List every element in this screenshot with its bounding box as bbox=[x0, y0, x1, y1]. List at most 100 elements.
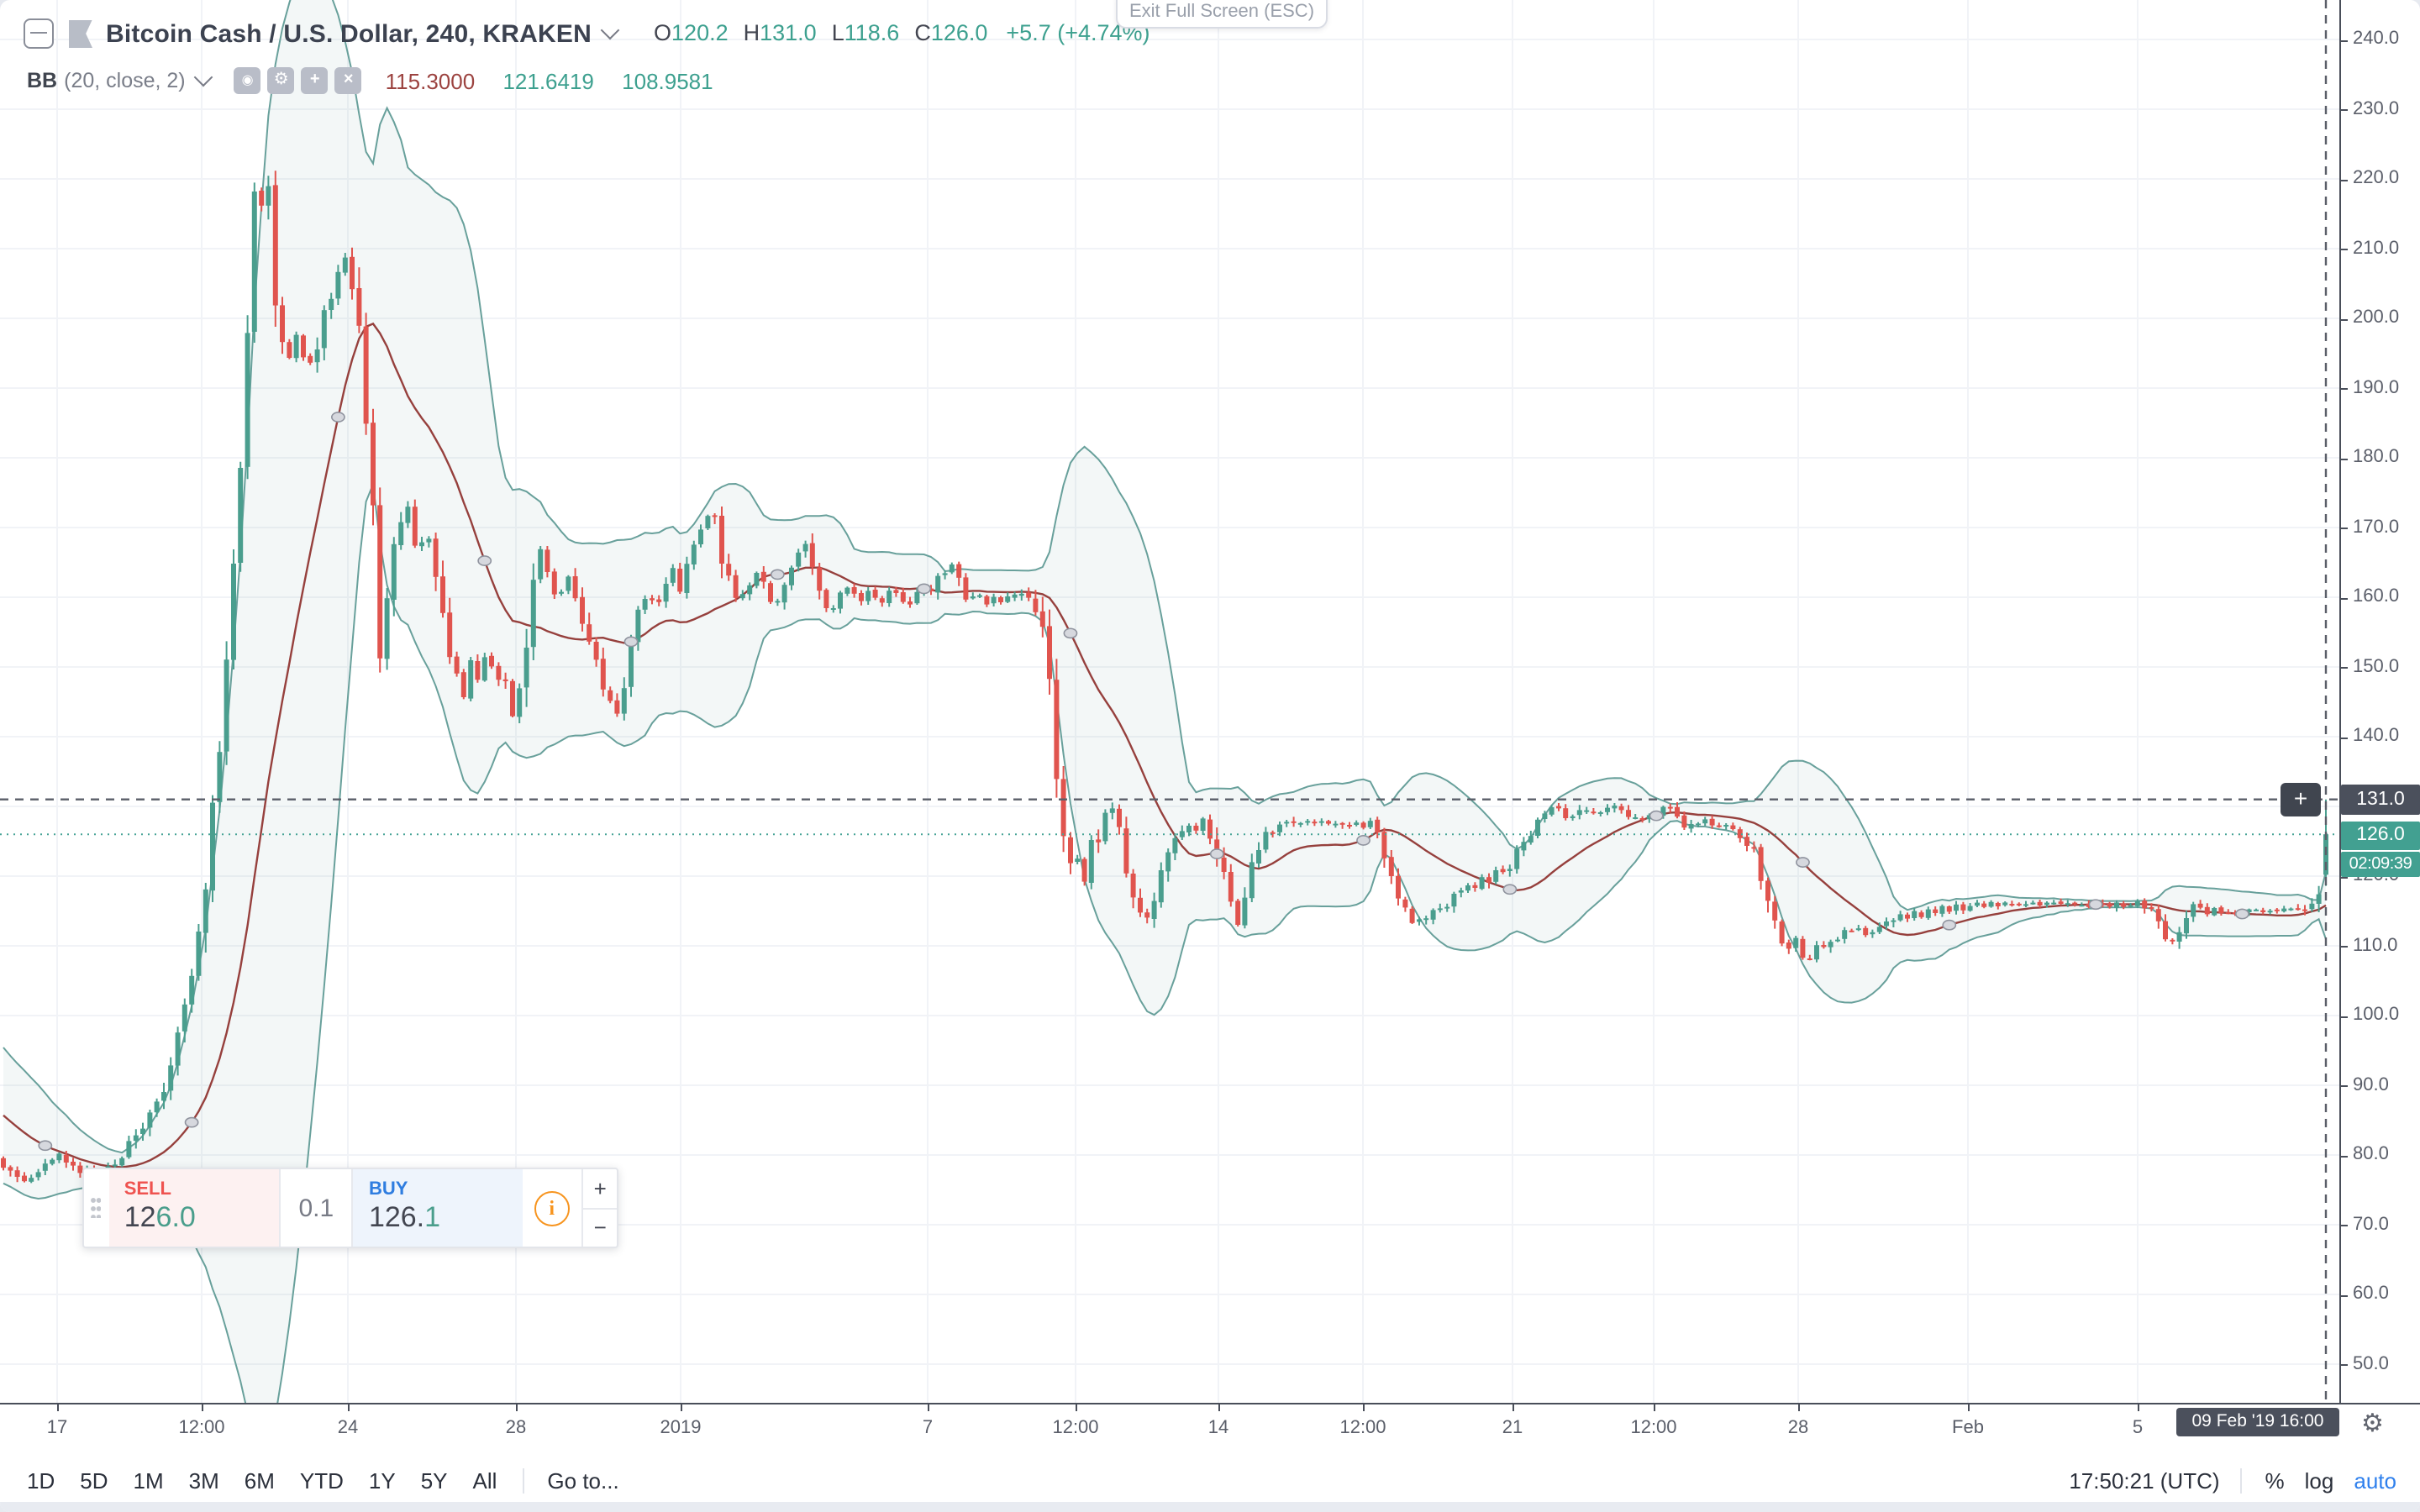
bollinger-band bbox=[3, 0, 2327, 1403]
time-tick-mark bbox=[681, 1404, 682, 1411]
price-tick-label: 160.0 bbox=[2353, 586, 2400, 606]
window-footer-strip bbox=[0, 1502, 2420, 1512]
time-tick-label: 21 bbox=[1502, 1418, 1523, 1438]
flag-symbol-icon[interactable] bbox=[69, 19, 92, 48]
time-tick-label: 5 bbox=[2132, 1418, 2144, 1438]
visibility-icon[interactable]: ◉ bbox=[234, 67, 261, 94]
auto-scale-button[interactable]: auto bbox=[2354, 1467, 2396, 1493]
time-tick-mark bbox=[2138, 1404, 2139, 1411]
quantity-decrease-button[interactable]: − bbox=[593, 1215, 607, 1241]
price-tick-mark bbox=[2341, 597, 2348, 599]
collapse-panel-icon[interactable] bbox=[24, 18, 54, 49]
add-alert-plus-icon[interactable]: + bbox=[2281, 782, 2321, 816]
order-widget: SELL 126.0 0.1 BUY 126.1 i + − bbox=[82, 1168, 618, 1248]
ohlc-readout: O 120.2 H 131.0 L 118.6 C 126.0 +5.7 (+4.74%… bbox=[654, 20, 1150, 45]
buy-price: 126. bbox=[368, 1201, 425, 1233]
price-tick-mark bbox=[2341, 1085, 2348, 1087]
price-tick-label: 170.0 bbox=[2353, 517, 2400, 537]
axis-settings-gear-icon[interactable]: ⚙ bbox=[2361, 1410, 2384, 1438]
price-tick-label: 140.0 bbox=[2353, 726, 2400, 746]
sell-price-accent: 6.0 bbox=[155, 1201, 196, 1233]
sell-label: SELL bbox=[124, 1179, 171, 1200]
log-scale-button[interactable]: log bbox=[2304, 1467, 2334, 1493]
price-tick-mark bbox=[2341, 667, 2348, 669]
price-tick-label: 80.0 bbox=[2353, 1144, 2389, 1164]
sell-price: 12 bbox=[124, 1201, 156, 1233]
high-value: 131.0 bbox=[760, 20, 817, 45]
price-tick-label: 90.0 bbox=[2353, 1074, 2389, 1095]
range-button-1m[interactable]: 1M bbox=[133, 1467, 164, 1493]
buy-button[interactable]: BUY 126.1 bbox=[353, 1169, 523, 1247]
quantity-increase-button[interactable]: + bbox=[583, 1169, 617, 1209]
price-tick-label: 100.0 bbox=[2353, 1005, 2400, 1025]
time-tick-mark bbox=[1654, 1404, 1655, 1411]
candle-bodies bbox=[1, 185, 2328, 1182]
time-tick-mark bbox=[1076, 1404, 1077, 1411]
bb-basis-value: 115.3000 bbox=[385, 68, 476, 93]
percent-scale-button[interactable]: % bbox=[2265, 1467, 2285, 1493]
time-tick-mark bbox=[1512, 1404, 1514, 1411]
time-tick-mark bbox=[348, 1404, 350, 1411]
order-info-button[interactable]: i bbox=[522, 1169, 581, 1247]
time-tick-mark bbox=[1968, 1404, 1970, 1411]
price-tick-mark bbox=[2341, 737, 2348, 738]
price-tick-mark bbox=[2341, 1225, 2348, 1226]
range-button-all[interactable]: All bbox=[472, 1467, 497, 1493]
range-button-5y[interactable]: 5Y bbox=[420, 1467, 448, 1493]
range-button-6m[interactable]: 6M bbox=[244, 1467, 275, 1493]
price-tick-mark bbox=[2341, 946, 2348, 948]
crosshair-lines bbox=[0, 0, 2339, 1403]
bar-countdown-label: 02:09:39 bbox=[2341, 851, 2420, 877]
remove-indicator-icon[interactable]: × bbox=[334, 67, 362, 94]
time-tick-label: 2019 bbox=[660, 1418, 702, 1438]
buy-label: BUY bbox=[368, 1179, 408, 1200]
high-label: H bbox=[743, 20, 760, 45]
time-tick-mark bbox=[1363, 1404, 1365, 1411]
info-icon: i bbox=[534, 1190, 570, 1226]
price-tick-mark bbox=[2341, 318, 2348, 320]
buy-price-accent: 1 bbox=[424, 1201, 441, 1233]
time-tick-label: 17 bbox=[46, 1418, 68, 1438]
price-tick-mark bbox=[2341, 1155, 2348, 1157]
price-tick-mark bbox=[2341, 179, 2348, 181]
price-tick-label: 150.0 bbox=[2353, 656, 2400, 676]
price-tick-mark bbox=[2341, 249, 2348, 250]
time-tick-label: 7 bbox=[922, 1418, 934, 1438]
range-buttons: 1D 5D 1M 3M 6M YTD 1Y 5Y All bbox=[0, 1467, 522, 1493]
price-axis[interactable]: 240.0 230.0 220.0 210.0 200.0 190.0 180.0 170.0… bbox=[2339, 0, 2420, 1403]
close-label: C bbox=[914, 20, 931, 45]
range-button-ytd[interactable]: YTD bbox=[299, 1467, 344, 1493]
time-tick-mark bbox=[57, 1404, 59, 1411]
range-button-1y[interactable]: 1Y bbox=[368, 1467, 396, 1493]
low-label: L bbox=[831, 20, 844, 45]
goto-button[interactable]: Go to... bbox=[547, 1467, 619, 1493]
price-tick-label: 220.0 bbox=[2353, 168, 2400, 188]
drag-handle-icon[interactable] bbox=[84, 1169, 109, 1247]
range-button-1d[interactable]: 1D bbox=[27, 1467, 55, 1493]
chevron-down-icon[interactable] bbox=[600, 20, 620, 40]
add-indicator-icon[interactable]: + bbox=[301, 67, 329, 94]
time-tick-label: 24 bbox=[337, 1418, 359, 1438]
price-tick-label: 240.0 bbox=[2353, 29, 2400, 49]
range-button-5d[interactable]: 5D bbox=[80, 1467, 108, 1493]
close-value: 126.0 bbox=[930, 20, 988, 45]
price-tick-mark bbox=[2341, 39, 2348, 41]
time-tick-label: 12:00 bbox=[1630, 1418, 1677, 1438]
price-tick-label: 200.0 bbox=[2353, 307, 2400, 328]
price-tick-mark bbox=[2341, 528, 2348, 529]
settings-icon[interactable]: ⚙ bbox=[267, 67, 295, 94]
quantity-field[interactable]: 0.1 bbox=[278, 1169, 354, 1247]
time-tick-mark bbox=[1218, 1404, 1220, 1411]
indicator-legend[interactable]: BB (20, close, 2) ◉ ⚙ + × 115.3000 121.6… bbox=[27, 66, 713, 96]
chevron-down-icon[interactable] bbox=[194, 67, 213, 87]
sell-button[interactable]: SELL 126.0 bbox=[108, 1169, 279, 1247]
range-button-3m[interactable]: 3M bbox=[188, 1467, 219, 1493]
price-tick-label: 210.0 bbox=[2353, 238, 2400, 258]
price-tick-mark bbox=[2341, 458, 2348, 459]
low-value: 118.6 bbox=[844, 20, 900, 45]
indicator-name: BB bbox=[27, 69, 58, 92]
symbol-title[interactable]: Bitcoin Cash / U.S. Dollar, 240, KRAKEN bbox=[106, 19, 592, 48]
clock-label[interactable]: 17:50:21 (UTC) bbox=[2069, 1467, 2220, 1493]
time-axis[interactable]: 09 Feb '19 16:00 ⚙ 17 12:00 24 28 2019 7 12:00… bbox=[0, 1403, 2420, 1458]
